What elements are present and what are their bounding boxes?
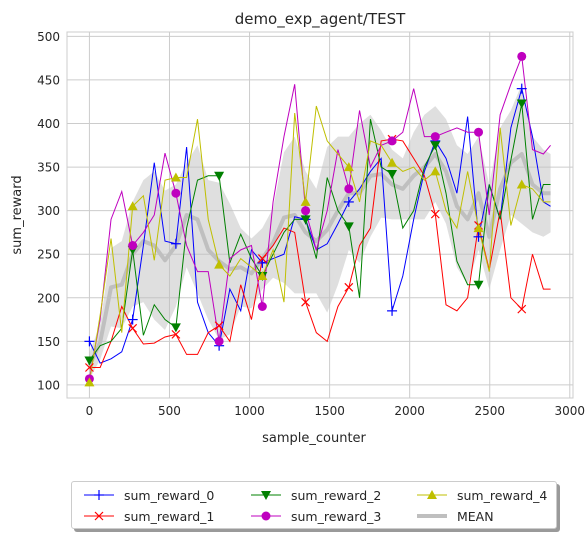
marker-0-28 [387, 305, 398, 316]
marker-4-36 [473, 223, 484, 233]
x-axis-label: sample_counter [262, 431, 366, 446]
legend-label: sum_reward_1 [124, 508, 215, 524]
legend-marker [261, 491, 271, 500]
marker-4-32 [430, 166, 441, 176]
marker-4-20 [300, 196, 311, 206]
legend-swatch [251, 511, 281, 521]
marker-0-40 [516, 83, 527, 94]
marker-3-4 [128, 241, 138, 250]
marker-4-4 [127, 201, 138, 211]
legend-item-mean: MEAN [415, 506, 494, 526]
legend-label: sum_reward_3 [291, 508, 382, 524]
marker-3-8 [171, 188, 181, 198]
legend-marker [261, 511, 271, 521]
marker-2-28 [387, 170, 398, 180]
y-tick-label: 250 [37, 248, 60, 262]
marker-1-16 [257, 254, 267, 263]
legend-item-sum-reward-1: sum_reward_1 [82, 506, 214, 526]
marker-0-8 [170, 238, 181, 249]
series-line-1 [89, 138, 551, 368]
marker-1-12 [214, 321, 224, 331]
marker-3-40 [517, 51, 527, 61]
legend-marker [427, 490, 437, 499]
x-tick-label: 0 [86, 404, 94, 418]
y-tick-label: 100 [37, 378, 60, 392]
marker-2-32 [430, 141, 441, 151]
marker-0-4 [127, 314, 138, 325]
y-tick-label: 350 [37, 161, 60, 175]
chart-title: demo_exp_agent/TEST [235, 10, 406, 29]
marker-4-12 [214, 259, 225, 269]
marker-4-24 [343, 162, 354, 172]
legend-swatch [417, 514, 447, 518]
marker-3-20 [301, 206, 311, 216]
marker-4-0 [84, 377, 95, 387]
marker-3-36 [474, 127, 484, 137]
marker-4-40 [516, 179, 527, 189]
legend-swatch [251, 491, 281, 500]
legend-label: MEAN [457, 508, 494, 524]
legend-label: sum_reward_4 [457, 487, 548, 503]
marker-2-0 [84, 356, 95, 366]
y-tick-label: 150 [37, 335, 60, 349]
legend-item-sum-reward-3: sum_reward_3 [249, 506, 381, 526]
y-tick-label: 200 [37, 291, 60, 305]
x-tick-label: 2000 [394, 404, 425, 418]
y-tick-label: 400 [37, 117, 60, 131]
legend-marker [94, 511, 104, 521]
y-tick-label: 450 [37, 73, 60, 87]
legend-item-sum-reward-0: sum_reward_0 [82, 485, 214, 505]
marker-2-40 [516, 99, 527, 109]
marker-0-24 [343, 196, 354, 207]
marker-1-4 [128, 323, 138, 333]
mean-line-group [87, 152, 551, 367]
marker-1-0 [84, 363, 94, 372]
marker-1-20 [301, 297, 311, 307]
x-tick-label: 3000 [555, 404, 585, 418]
legend-label: sum_reward_0 [124, 487, 215, 503]
x-tick-label: 2500 [474, 404, 505, 418]
marker-4-28 [387, 157, 398, 167]
legend-item-sum-reward-2: sum_reward_2 [249, 485, 381, 505]
marker-2-20 [300, 215, 311, 225]
legend-swatch [417, 490, 447, 499]
y-tick-label: 300 [37, 204, 60, 218]
marker-3-32 [430, 132, 440, 142]
marker-4-8 [170, 172, 181, 182]
marker-2-24 [343, 222, 354, 232]
x-tick-label: 1000 [234, 404, 265, 418]
marker-1-8 [171, 329, 181, 339]
marker-3-28 [387, 136, 397, 146]
x-tick-label: 1500 [314, 404, 345, 418]
marker-1-32 [430, 209, 440, 219]
marker-0-36 [473, 231, 484, 242]
mean-line [87, 152, 551, 367]
legend-label: sum_reward_2 [291, 487, 382, 503]
marker-0-0 [84, 336, 95, 347]
marker-1-40 [517, 304, 527, 314]
legend: sum_reward_0 sum_reward_1 sum_reward_2 s… [71, 481, 557, 529]
series-line-4 [88, 105, 551, 383]
legend-item-sum-reward-4: sum_reward_4 [415, 485, 547, 505]
legend-marker [94, 490, 104, 500]
marker-0-16 [257, 257, 268, 268]
marker-2-12 [214, 171, 225, 181]
y-tick-label: 500 [37, 30, 60, 44]
marker-1-24 [344, 282, 354, 292]
marker-3-16 [257, 302, 267, 311]
marker-2-8 [170, 323, 181, 333]
marker-3-12 [214, 336, 224, 346]
y-axis-label: sum_reward [10, 175, 25, 254]
legend-swatch [84, 511, 114, 521]
marker-2-36 [473, 280, 484, 290]
x-tick-label: 500 [158, 404, 181, 418]
marker-4-16 [257, 271, 268, 280]
series-markers [84, 51, 527, 387]
marker-3-24 [344, 184, 354, 194]
legend-swatch [84, 490, 114, 500]
tick-labels: 0 500 1000 1500 2000 2500 3000 100 150 200 250 300 3… [37, 30, 585, 418]
